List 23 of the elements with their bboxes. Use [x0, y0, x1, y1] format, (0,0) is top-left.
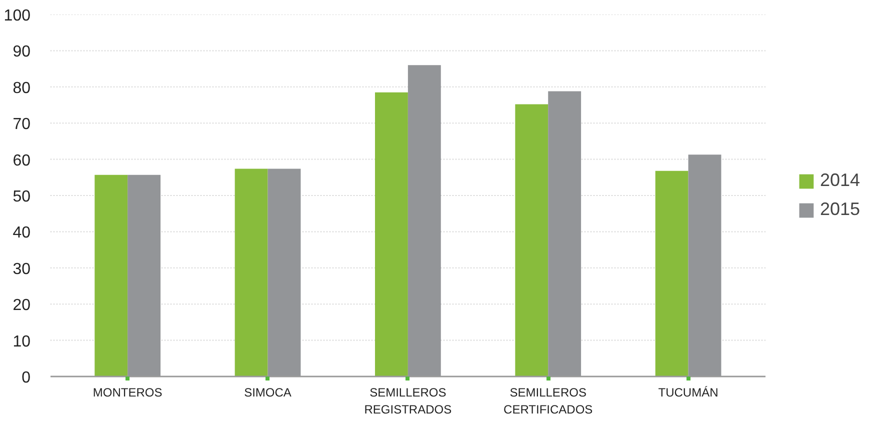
legend-label: 2015: [820, 199, 860, 220]
legend-label: 2014: [820, 170, 860, 191]
y-tick-label: 100: [4, 8, 31, 24]
x-tick-label: SIMOCA: [244, 386, 292, 400]
y-tick-label: 80: [12, 80, 31, 97]
y-tick-label: 10: [12, 333, 31, 350]
y-tick-label: 40: [12, 224, 31, 242]
x-tick-label: MONTEROS: [92, 386, 162, 400]
x-tick-label: SEMILLEROS CERTIFICADOS: [504, 386, 593, 416]
y-tick-label: 20: [12, 297, 31, 314]
y-tick-label: 60: [12, 152, 31, 170]
bar: [515, 104, 548, 376]
bar: [234, 168, 268, 376]
bar: [655, 170, 688, 376]
y-tick-label: 70: [12, 116, 31, 134]
x-tick-label: TUCUMÁN: [658, 386, 718, 400]
y-tick-label: 50: [12, 188, 31, 206]
y-tick-label: 30: [12, 260, 31, 278]
y-tick-label: 90: [12, 44, 31, 61]
bar: [94, 174, 128, 376]
x-tick-label: SEMILLEROS REGISTRADOS: [364, 386, 452, 416]
y-tick-label: 0: [22, 370, 31, 386]
bar: [374, 92, 408, 376]
